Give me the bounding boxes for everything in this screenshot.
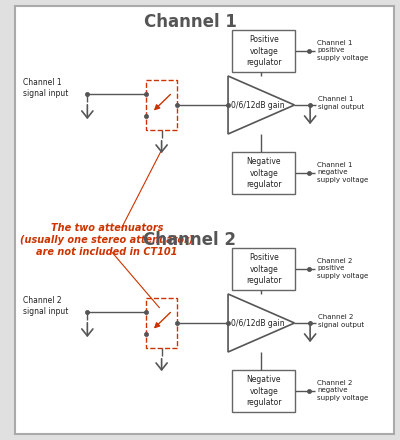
Bar bbox=[232, 152, 296, 194]
Polygon shape bbox=[228, 294, 294, 352]
Text: Negative
voltage
regulator: Negative voltage regulator bbox=[246, 158, 282, 189]
Bar bbox=[146, 80, 177, 130]
Text: Channel 1
positive
supply voltage: Channel 1 positive supply voltage bbox=[317, 40, 368, 61]
Text: Channel 2
signal input: Channel 2 signal input bbox=[23, 296, 68, 316]
Text: are not included in CT101: are not included in CT101 bbox=[36, 247, 178, 257]
Text: Channel 2
negative
supply voltage: Channel 2 negative supply voltage bbox=[317, 379, 368, 400]
Bar bbox=[146, 298, 177, 348]
Text: Positive
voltage
regulator: Positive voltage regulator bbox=[246, 253, 282, 285]
Text: Negative
voltage
regulator: Negative voltage regulator bbox=[246, 375, 282, 407]
Text: Channel 1
negative
supply voltage: Channel 1 negative supply voltage bbox=[317, 161, 368, 183]
Bar bbox=[232, 30, 296, 72]
Text: Channel 2: Channel 2 bbox=[144, 231, 236, 249]
Text: Channel 1
signal output: Channel 1 signal output bbox=[318, 96, 364, 110]
Text: 0/6/12dB gain: 0/6/12dB gain bbox=[230, 100, 284, 110]
Polygon shape bbox=[228, 76, 294, 134]
Text: (usually one stereo attenuator): (usually one stereo attenuator) bbox=[20, 235, 194, 245]
Bar bbox=[232, 370, 296, 412]
Text: Positive
voltage
regulator: Positive voltage regulator bbox=[246, 35, 282, 66]
Text: Channel 1: Channel 1 bbox=[144, 13, 236, 31]
Text: Channel 2
signal output: Channel 2 signal output bbox=[318, 314, 364, 328]
Text: 0/6/12dB gain: 0/6/12dB gain bbox=[230, 319, 284, 327]
Text: Channel 2
positive
supply voltage: Channel 2 positive supply voltage bbox=[317, 257, 368, 279]
Bar bbox=[232, 248, 296, 290]
Text: Channel 1
signal input: Channel 1 signal input bbox=[23, 78, 68, 98]
Text: The two attenuators: The two attenuators bbox=[51, 223, 163, 233]
